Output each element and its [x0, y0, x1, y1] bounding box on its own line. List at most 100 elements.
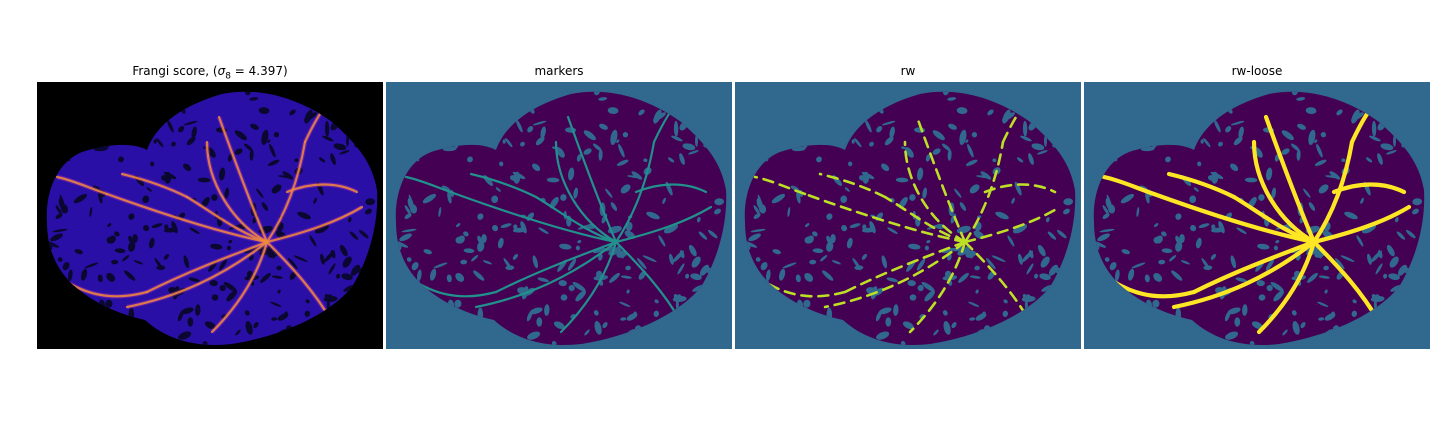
texture-blob [881, 255, 888, 269]
texture-blob [771, 193, 786, 204]
texture-blob [164, 171, 172, 184]
texture-blob [862, 224, 867, 230]
texture-blob [584, 329, 590, 336]
texture-blob [57, 257, 63, 262]
texture-blob [1412, 198, 1423, 206]
texture-blob [592, 143, 602, 152]
markers-image [386, 82, 732, 349]
texture-blob [235, 329, 241, 336]
texture-blob [336, 273, 341, 279]
vessel [634, 183, 708, 194]
texture-blob [187, 317, 194, 327]
texture-blob [1171, 270, 1183, 281]
texture-blob [948, 123, 957, 130]
vessel [265, 140, 307, 244]
texture-blob [191, 126, 197, 139]
texture-blob [500, 223, 512, 228]
texture-blob [812, 231, 818, 237]
texture-blob [1397, 264, 1408, 276]
texture-blob [598, 149, 603, 161]
texture-blob [1195, 237, 1202, 249]
texture-blob [1303, 188, 1311, 198]
vessel [494, 240, 618, 294]
vessel [963, 140, 1005, 244]
vessel [803, 192, 967, 244]
texture-blob [1281, 148, 1290, 155]
texture-blob [1155, 235, 1163, 244]
texture-blob [502, 139, 506, 144]
texture-blob [297, 211, 311, 220]
texture-blob [294, 158, 299, 163]
texture-blob [861, 227, 876, 233]
texture-blob [60, 204, 69, 214]
texture-blob [643, 158, 648, 163]
texture-blob [260, 272, 271, 283]
texture-blob [1109, 261, 1117, 271]
texture-blob [342, 256, 352, 268]
texture-blob [560, 194, 567, 201]
texture-blob [965, 139, 969, 144]
texture-blob [512, 227, 527, 233]
texture-blob [917, 284, 924, 292]
texture-blob [497, 237, 504, 249]
texture-blob [932, 130, 945, 141]
texture-blob [1351, 112, 1364, 122]
texture-blob [183, 163, 192, 172]
vessel [883, 195, 967, 244]
vessel [1171, 239, 1317, 310]
panel-title-rw: rw [900, 64, 916, 78]
texture-blob [456, 223, 461, 228]
texture-blob [535, 136, 545, 146]
vessel [554, 140, 618, 244]
texture-blob [642, 255, 657, 263]
texture-blob [277, 289, 281, 294]
texture-blob [1266, 284, 1273, 292]
markers-image-panel [386, 82, 732, 349]
texture-blob [218, 258, 228, 271]
texture-blob [1021, 250, 1034, 263]
texture-blob [902, 321, 914, 330]
texture-blob [1282, 329, 1288, 336]
texture-blob [1352, 299, 1357, 304]
texture-blob [211, 294, 219, 301]
vessel [614, 205, 713, 244]
texture-blob [204, 321, 216, 330]
texture-blob [568, 284, 575, 292]
panel-title-markers: markers [534, 64, 584, 78]
vessel-network [404, 102, 713, 342]
texture-blob [1197, 161, 1202, 167]
texture-blob [1296, 149, 1301, 161]
texture-blob [195, 304, 201, 316]
texture-blob [816, 156, 822, 163]
vessel [566, 115, 618, 244]
texture-blob [67, 269, 73, 282]
texture-blob [62, 261, 70, 271]
texture-blob [1047, 231, 1057, 240]
texture-blob [592, 247, 607, 254]
texture-blob [1161, 248, 1173, 254]
texture-blob [200, 197, 210, 209]
texture-blob [441, 185, 451, 192]
texture-blob [1022, 120, 1028, 137]
texture-blob [245, 321, 253, 335]
texture-blob [1258, 194, 1265, 201]
texture-blob [1257, 243, 1270, 250]
texture-blob [969, 275, 981, 279]
texture-blob [942, 91, 949, 96]
texture-blob [1386, 150, 1397, 155]
texture-blob [1356, 235, 1364, 247]
texture-blob [211, 194, 218, 201]
texture-blob [341, 273, 353, 281]
texture-blob [324, 120, 330, 137]
texture-blob [1297, 123, 1306, 130]
texture-blob [277, 313, 289, 321]
texture-blob [820, 255, 828, 262]
texture-blob [234, 130, 247, 141]
texture-blob [826, 213, 833, 220]
texture-blob [350, 264, 361, 276]
texture-blob [1211, 224, 1216, 230]
texture-blob [365, 198, 376, 206]
texture-blob [105, 299, 113, 308]
leaf-shape [395, 91, 727, 345]
vessel [205, 140, 269, 244]
